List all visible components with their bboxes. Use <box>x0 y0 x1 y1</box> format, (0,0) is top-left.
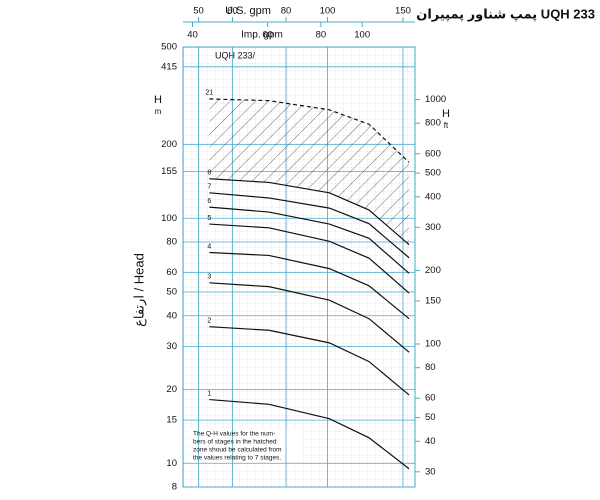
y-tick-label: 50 <box>166 287 177 298</box>
note-line: the values relating to 7 stages. <box>193 455 281 462</box>
note-line: zone shoud be calculated from <box>193 447 282 454</box>
curve-label: 2 <box>207 318 211 325</box>
curve <box>209 206 410 274</box>
curve-label: 6 <box>207 198 211 205</box>
y-tick-label: 415 <box>161 61 177 72</box>
x-tick-label: 60 <box>227 6 238 17</box>
y-tick-label: 40 <box>166 310 177 321</box>
x-axis-label: U.S. gpm <box>225 5 271 17</box>
curve <box>209 326 410 396</box>
y-tick-label: 20 <box>166 384 177 395</box>
y-axis-label: ارتفاع / Head <box>131 253 147 327</box>
y2-tick-label: 100 <box>425 338 441 349</box>
x2-tick-label: 40 <box>187 30 198 41</box>
note: The Q-H values for the num-bers of stage… <box>193 431 282 462</box>
x-tick-label: 80 <box>281 6 292 17</box>
y2-unit: ft <box>444 121 449 130</box>
y-tick-label: 10 <box>166 458 177 469</box>
x-tick-label: 100 <box>320 6 336 17</box>
x2-tick-label: 60 <box>262 30 273 41</box>
curve <box>209 282 410 353</box>
y-tick-label: 80 <box>166 237 177 248</box>
curve <box>209 192 410 259</box>
y2-tick-label: 60 <box>425 393 436 404</box>
note-box <box>189 428 301 468</box>
curve <box>209 223 410 294</box>
curve <box>209 251 410 320</box>
curve-label: 4 <box>207 243 211 250</box>
curve-label: 5 <box>207 215 211 222</box>
y2-tick-label: 1000 <box>425 94 446 105</box>
x2-tick-label: 100 <box>354 30 370 41</box>
x-tick-label: 50 <box>193 6 204 17</box>
y2-tick-label: 80 <box>425 362 436 373</box>
y2-tick-label: 150 <box>425 295 441 306</box>
y-unit-symbol: H <box>154 94 162 106</box>
note-line: bers of stages in the hatched <box>193 439 277 446</box>
y-tick-label: 200 <box>161 139 177 150</box>
y2-tick-label: 50 <box>425 412 436 423</box>
x-tick-label: 150 <box>395 6 411 17</box>
y2-tick-label: 500 <box>425 168 441 179</box>
y-tick-label: 8 <box>172 482 177 493</box>
y2-unit-symbol: H <box>442 108 450 120</box>
x2-axis-label: Imp. gpm <box>241 30 283 41</box>
curve-label: 1 <box>207 390 211 397</box>
y-tick-label: 60 <box>166 267 177 278</box>
y-unit: m <box>155 107 162 116</box>
y2-tick-label: 40 <box>425 436 436 447</box>
curve-label: 7 <box>207 184 211 191</box>
curve <box>209 398 410 470</box>
curve <box>209 98 410 163</box>
y2-tick-label: 300 <box>425 222 441 233</box>
chart-subtitle: UQH 233/ <box>215 50 256 60</box>
chart-title: پمپ شناور پمپیران UQH 233 <box>416 6 595 21</box>
y2-tick-label: 800 <box>425 118 441 129</box>
y-tick-label: 15 <box>166 415 177 426</box>
y2-tick-label: 200 <box>425 265 441 276</box>
y2-tick-label: 30 <box>425 466 436 477</box>
curve-label: 21 <box>205 90 213 97</box>
y-tick-label: 155 <box>161 166 177 177</box>
y-tick-label: 30 <box>166 341 177 352</box>
curve-label: 3 <box>207 274 211 281</box>
y-tick-label: 100 <box>161 213 177 224</box>
note-line: The Q-H values for the num- <box>193 431 275 438</box>
y2-tick-label: 600 <box>425 148 441 159</box>
hatched-zone <box>209 98 410 245</box>
y-tick-label: 500 <box>161 42 177 53</box>
curve-label: 8 <box>207 170 211 177</box>
x2-tick-label: 80 <box>316 30 327 41</box>
y2-tick-label: 400 <box>425 191 441 202</box>
curve <box>209 178 410 246</box>
